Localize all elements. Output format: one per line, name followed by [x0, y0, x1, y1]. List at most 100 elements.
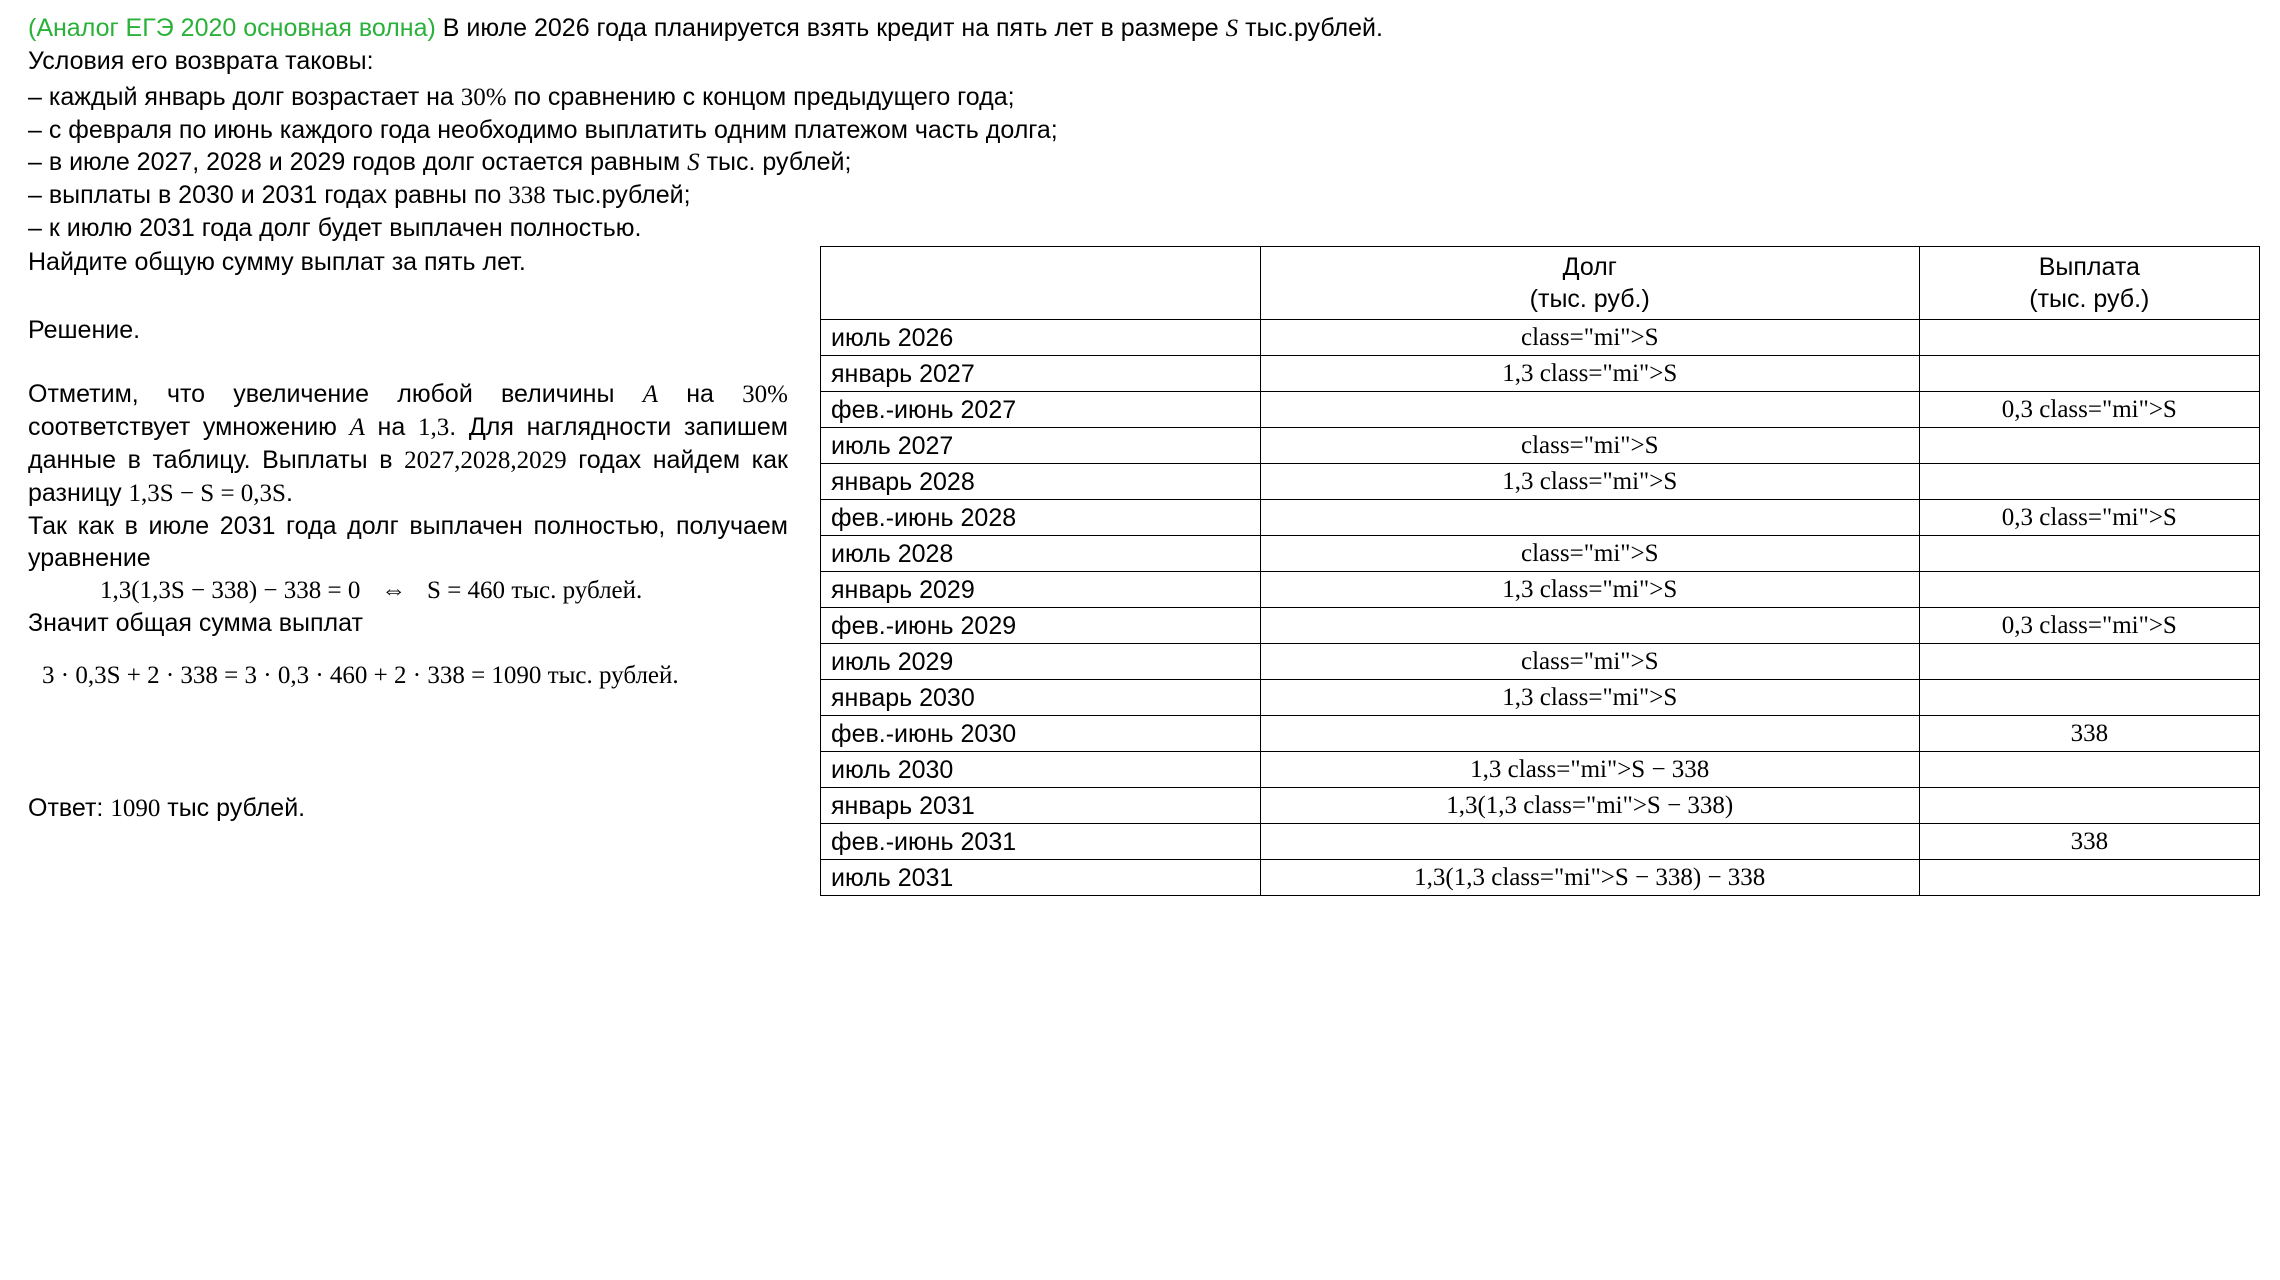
cell-debt: class="mi">S: [1260, 644, 1919, 680]
cell-period: январь 2030: [821, 680, 1261, 716]
p1-k: 1,3: [418, 414, 449, 441]
table-body: июль 2026 class="mi">Sянварь 20271,3 cla…: [821, 320, 2260, 896]
para-3: Значит общая сумма выплат: [28, 607, 788, 639]
cell-debt: 1,3 class="mi">S − 338: [1260, 752, 1919, 788]
cond-1b: по сравнению с концом предыдущего года;: [507, 83, 1015, 111]
p1-c: соответствует умножению: [28, 413, 350, 441]
cell-period: июль 2030: [821, 752, 1261, 788]
cell-period: январь 2031: [821, 788, 1261, 824]
cond-1: – каждый январь долг возрастает на 30% п…: [28, 81, 2260, 114]
table-row: фев.-июнь 2027 0,3 class="mi">S: [821, 392, 2260, 428]
eq2-a: 3 · 0,3S + 2 · 338 = 3 · 0,3 · 460 + 2 ·…: [42, 662, 541, 689]
p1-diff: 1,3S − S = 0,3S: [129, 480, 286, 507]
table-row: январь 20281,3 class="mi">S: [821, 464, 2260, 500]
cell-payment: [1919, 536, 2259, 572]
cond-list: – каждый январь долг возрастает на 30% п…: [28, 81, 2260, 244]
th-pay-b: (тыс. руб.): [2029, 285, 2149, 313]
p1-dot: .: [286, 479, 293, 507]
cond-2: – с февраля по июнь каждого года необход…: [28, 114, 2260, 146]
left-column: Найдите общую сумму выплат за пять лет. …: [28, 246, 788, 825]
task: Найдите общую сумму выплат за пять лет.: [28, 246, 788, 278]
cell-payment: [1919, 680, 2259, 716]
cond-3b: тыс. рублей;: [700, 148, 852, 176]
table-row: июль 20311,3(1,3 class="mi">S − 338) − 3…: [821, 860, 2260, 896]
cell-payment: 338: [1919, 716, 2259, 752]
cond-4b: тыс.рублей;: [546, 181, 691, 209]
equation-1: 1,3(1,3S − 338) − 338 = 0 ⇔ S = 460 тыс.…: [100, 574, 788, 607]
solution-label: Решение.: [28, 314, 788, 346]
ans-n: 1090: [110, 795, 160, 822]
cell-debt: 1,3 class="mi">S: [1260, 464, 1919, 500]
cell-debt: [1260, 392, 1919, 428]
cell-payment: 0,3 class="mi">S: [1919, 392, 2259, 428]
cell-period: июль 2031: [821, 860, 1261, 896]
cell-period: январь 2029: [821, 572, 1261, 608]
eq1-c: тыс. рублей.: [505, 577, 642, 604]
cell-payment: [1919, 464, 2259, 500]
cond-3: – в июле 2027, 2028 и 2029 годов долг ос…: [28, 146, 2260, 179]
p1-A1: A: [643, 381, 658, 408]
cond-4: – выплаты в 2030 и 2031 годах равны по 3…: [28, 179, 2260, 212]
answer: Ответ: 1090 тыс рублей.: [28, 792, 788, 825]
cell-period: фев.-июнь 2028: [821, 500, 1261, 536]
table-row: июль 2029 class="mi">S: [821, 644, 2260, 680]
ans-b: тыс рублей.: [160, 794, 305, 822]
cell-debt: 1,3(1,3 class="mi">S − 338): [1260, 788, 1919, 824]
eq1-a: 1,3(1,3S − 338) − 338 = 0: [100, 577, 360, 604]
cell-debt: [1260, 716, 1919, 752]
cond-1p: 30%: [461, 84, 507, 111]
cell-period: фев.-июнь 2031: [821, 824, 1261, 860]
debt-table: Долг (тыс. руб.) Выплата (тыс. руб.) июль …: [820, 246, 2260, 896]
cell-period: январь 2028: [821, 464, 1261, 500]
p1-d: на: [365, 413, 418, 441]
cell-payment: 0,3 class="mi">S: [1919, 608, 2259, 644]
table-row: январь 20291,3 class="mi">S: [821, 572, 2260, 608]
cond-3a: – в июле 2027, 2028 и 2029 годов долг ос…: [28, 148, 687, 176]
cell-payment: [1919, 752, 2259, 788]
table-row: фев.-июнь 2031 338: [821, 824, 2260, 860]
cell-period: июль 2027: [821, 428, 1261, 464]
cell-period: январь 2027: [821, 356, 1261, 392]
cell-period: фев.-июнь 2029: [821, 608, 1261, 644]
cell-debt: 1,3 class="mi">S: [1260, 680, 1919, 716]
th-debt-a: Долг: [1563, 253, 1617, 281]
para-1: Отметим, что увеличение любой величины A…: [28, 378, 788, 510]
equation-2: 3 · 0,3S + 2 · 338 = 3 · 0,3 · 460 + 2 ·…: [42, 659, 788, 692]
table-row: фев.-июнь 20280,3 class="mi">S: [821, 500, 2260, 536]
intro-s: S: [1226, 15, 1239, 42]
cond-3s: S: [687, 149, 700, 176]
cell-debt: [1260, 608, 1919, 644]
cell-debt: [1260, 824, 1919, 860]
eq2-b: тыс. рублей.: [541, 662, 678, 689]
cell-period: фев.-июнь 2027: [821, 392, 1261, 428]
cell-debt: 1,3 class="mi">S: [1260, 356, 1919, 392]
th-debt-b: (тыс. руб.): [1530, 285, 1650, 313]
cell-period: июль 2028: [821, 536, 1261, 572]
source-tag: (Аналог ЕГЭ 2020 основная волна): [28, 14, 436, 42]
cell-payment: [1919, 788, 2259, 824]
intro-b: тыс.рублей.: [1238, 14, 1383, 42]
th-debt: Долг (тыс. руб.): [1260, 247, 1919, 320]
cond-5: – к июлю 2031 года долг будет выплачен п…: [28, 212, 2260, 244]
cell-payment: [1919, 572, 2259, 608]
table-row: январь 20311,3(1,3 class="mi">S − 338): [821, 788, 2260, 824]
cell-debt: [1260, 500, 1919, 536]
cell-payment: [1919, 428, 2259, 464]
cond-4a: – выплаты в 2030 и 2031 годах равны по: [28, 181, 508, 209]
p1-p: 30%: [742, 381, 788, 408]
table-header-row: Долг (тыс. руб.) Выплата (тыс. руб.): [821, 247, 2260, 320]
th-pay: Выплата (тыс. руб.): [1919, 247, 2259, 320]
cell-payment: [1919, 320, 2259, 356]
cell-payment: [1919, 860, 2259, 896]
cell-payment: 338: [1919, 824, 2259, 860]
cell-debt: class="mi">S: [1260, 536, 1919, 572]
cell-period: июль 2026: [821, 320, 1261, 356]
table-row: январь 20301,3 class="mi">S: [821, 680, 2260, 716]
p1-b: на: [658, 380, 742, 408]
table-row: июль 2027 class="mi">S: [821, 428, 2260, 464]
table-row: июль 2028 class="mi">S: [821, 536, 2260, 572]
p1-A2: A: [350, 414, 365, 441]
th-period: [821, 247, 1261, 320]
th-pay-a: Выплата: [2039, 253, 2140, 281]
table-row: июль 20301,3 class="mi">S − 338: [821, 752, 2260, 788]
